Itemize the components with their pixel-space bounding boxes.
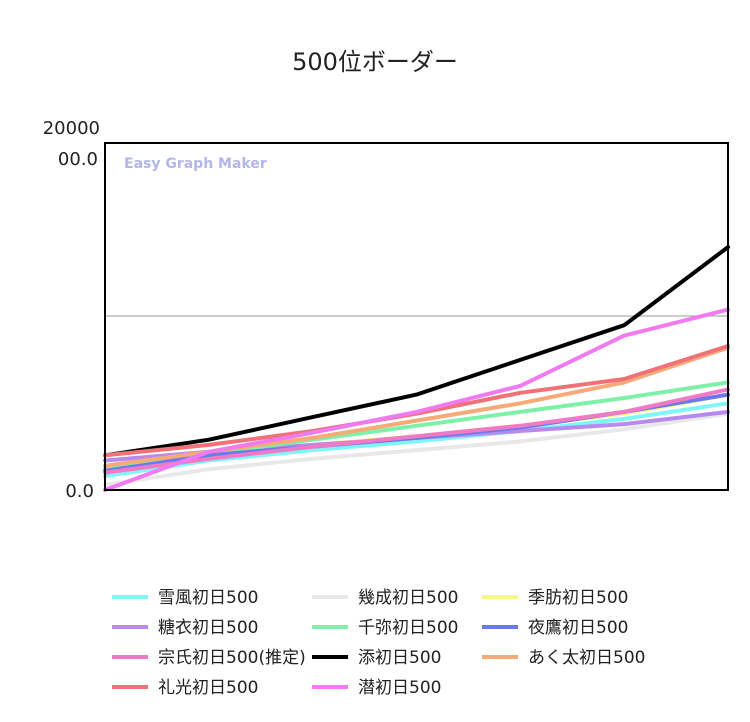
plot-area: Easy Graph Maker: [103, 142, 730, 492]
legend-label-11: 潜初日500: [358, 678, 441, 698]
legend-label-1: 雪風初日500: [158, 588, 258, 608]
legend-label-4: 糖衣初日500: [158, 618, 258, 638]
legend-label-8: 添初日500: [358, 648, 441, 668]
legend-label-7: 宗氏初日500(推定): [158, 648, 306, 668]
legend-label-2: 幾成初日500: [358, 588, 458, 608]
series-line-8: [103, 245, 730, 458]
series-line-9: [103, 345, 730, 468]
legend-label-6: 夜鷹初日500: [528, 617, 628, 638]
watermark: Easy Graph Maker: [124, 156, 267, 172]
series-line-11: [103, 307, 730, 492]
legend-label-3: 季肪初日500: [528, 588, 628, 608]
legend-label-9: あく太初日500: [528, 648, 645, 668]
legend: 雪風初日500 幾成初日500 季肪初日500 糖衣初日500 千弥初日500 夜鷹初日5…: [112, 588, 645, 698]
y-tick-label-top-1: 20000: [43, 118, 100, 139]
series-line-2: [103, 411, 730, 487]
y-tick-label-top-2: 00.0: [58, 149, 98, 170]
y-tick-label-bottom: 0.0: [65, 481, 94, 502]
series-lines: [103, 245, 730, 492]
series-line-7: [103, 387, 730, 475]
plot-frame: [104, 142, 729, 491]
legend-label-5: 千弥初日500: [358, 618, 458, 638]
chart-title: 500位ボーダー: [292, 48, 458, 76]
y-tick-labels: 20000 00.0 0.0: [43, 118, 100, 502]
legend-label-10: 礼光初日500: [158, 678, 258, 698]
